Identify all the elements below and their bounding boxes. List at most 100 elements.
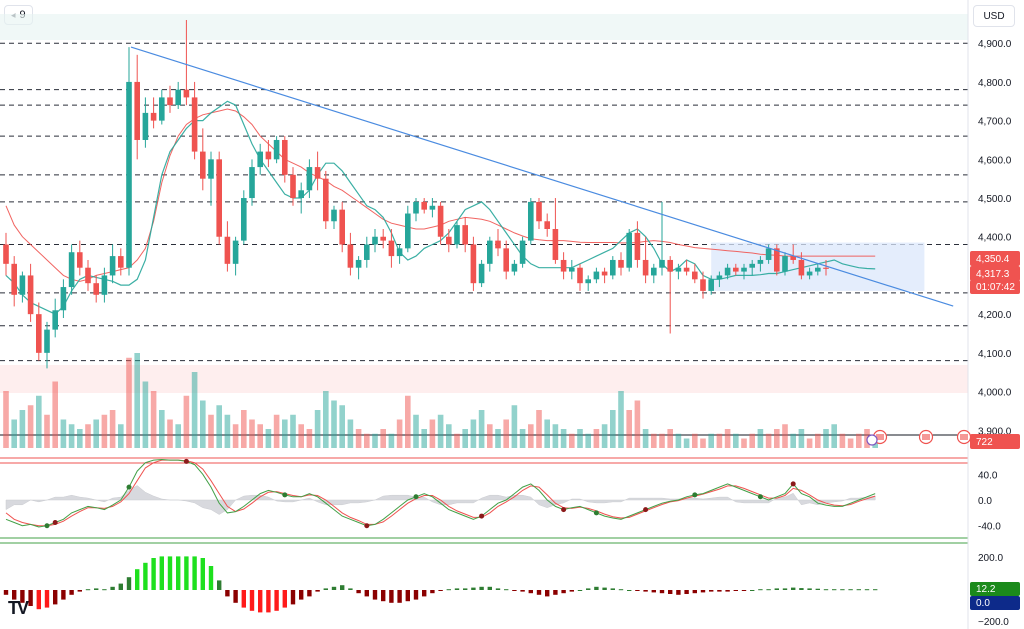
candle-body	[249, 167, 255, 199]
histogram-bar	[545, 590, 550, 597]
candle-body	[749, 263, 755, 268]
candlesticks	[3, 20, 829, 369]
volume-bar	[651, 433, 657, 448]
histogram-bar	[512, 590, 517, 591]
candle-body	[585, 279, 591, 284]
sparkle-event-icon	[866, 434, 878, 446]
histogram-bar	[659, 590, 665, 594]
histogram-bar	[233, 590, 238, 603]
candle-body	[765, 248, 772, 260]
volume-bar	[446, 424, 452, 448]
histogram-bar	[340, 585, 345, 590]
volume-bar	[511, 405, 518, 448]
volume-bar	[224, 414, 231, 448]
candle-body	[134, 81, 140, 140]
candle-body	[577, 267, 583, 284]
volume-bar	[93, 419, 99, 448]
current-price-tag: 4,317.3	[976, 269, 1010, 280]
histogram-bar	[684, 590, 689, 594]
histogram-bar	[85, 589, 91, 591]
histogram-bar	[651, 590, 656, 593]
volume-bar	[733, 433, 739, 448]
candle-body	[560, 259, 567, 272]
volume-bar	[815, 433, 821, 448]
histogram-bar	[217, 580, 222, 590]
histogram-bar	[717, 590, 722, 592]
price-tick-label: 4,700.0	[978, 117, 1012, 128]
histogram-bar	[561, 590, 566, 594]
price-axis: 4,900.0 4,800.0 4,700.0 4,600.0 4,500.0 4,400…	[967, 0, 1020, 629]
histogram-bar	[413, 590, 419, 600]
volume-bar	[856, 433, 862, 448]
candle-body	[306, 167, 313, 191]
volume-bar	[782, 424, 788, 448]
histogram-bar	[77, 590, 82, 592]
currency-selector[interactable]: USD	[973, 5, 1015, 27]
histogram-bar	[61, 590, 66, 600]
volume-bar	[118, 424, 124, 448]
histogram-bar	[167, 556, 173, 590]
volume-bar	[249, 419, 255, 448]
volume-bar	[77, 429, 83, 448]
candle-body	[667, 259, 673, 272]
stoch-cross-marker	[282, 492, 288, 498]
stoch-cross-marker	[183, 458, 189, 464]
stoch-d-line	[5, 459, 876, 527]
histogram-bar	[692, 590, 697, 594]
histogram-zero-tag: 0.0	[976, 598, 990, 609]
volume-bar	[241, 410, 247, 448]
histogram-bar	[725, 590, 730, 592]
histogram-bar	[143, 562, 148, 590]
candle-body	[339, 209, 345, 245]
resistance-price-tag: 4,350.4	[976, 254, 1010, 265]
candle-body	[569, 267, 575, 272]
candle-body	[462, 225, 468, 245]
candle-body	[191, 97, 198, 152]
trendline	[130, 46, 954, 307]
histogram-bar	[69, 590, 74, 595]
volume-bar	[339, 405, 345, 448]
volume-bar	[52, 381, 58, 448]
candle-body	[93, 283, 99, 295]
top-highlight-band	[0, 14, 968, 40]
volume-bar	[421, 429, 427, 448]
candle-body	[528, 201, 534, 241]
volume-bar	[413, 414, 419, 448]
volume-bar	[757, 429, 764, 448]
candle-body	[692, 271, 698, 280]
candle-body	[216, 159, 222, 237]
candle-body	[806, 271, 813, 276]
volume-bar	[847, 438, 854, 448]
candle-body	[44, 329, 50, 353]
histogram-bar	[422, 590, 427, 597]
price-tick-label: 4,900.0	[978, 39, 1012, 50]
histogram-bar	[225, 590, 230, 597]
histogram-bar	[873, 589, 878, 591]
histogram-bar	[258, 590, 263, 613]
volume-bar	[593, 429, 600, 448]
volume-bar	[208, 414, 214, 448]
volume-bar	[306, 429, 313, 448]
candle-body	[544, 221, 550, 229]
candle-body	[126, 81, 132, 268]
candle-body	[708, 279, 714, 291]
oscillator-tick-label: 0.0	[978, 496, 992, 507]
volume-bar	[429, 419, 436, 448]
candle-body	[77, 252, 83, 268]
candle-body	[790, 256, 796, 260]
candle-body	[519, 240, 526, 264]
candle-body	[101, 275, 108, 295]
logo-text: TV	[8, 598, 29, 618]
histogram-bar	[635, 590, 640, 591]
candle-body	[298, 190, 304, 199]
candle-body	[36, 314, 42, 353]
candle-body	[815, 267, 821, 272]
candle-body	[323, 178, 329, 222]
us-flag-event-icon-fill	[960, 434, 968, 440]
volume-bar	[380, 429, 386, 448]
volume-bar	[806, 438, 813, 448]
histogram-bar	[53, 590, 58, 605]
histogram-bar	[364, 590, 369, 597]
volume-bar	[150, 391, 157, 448]
